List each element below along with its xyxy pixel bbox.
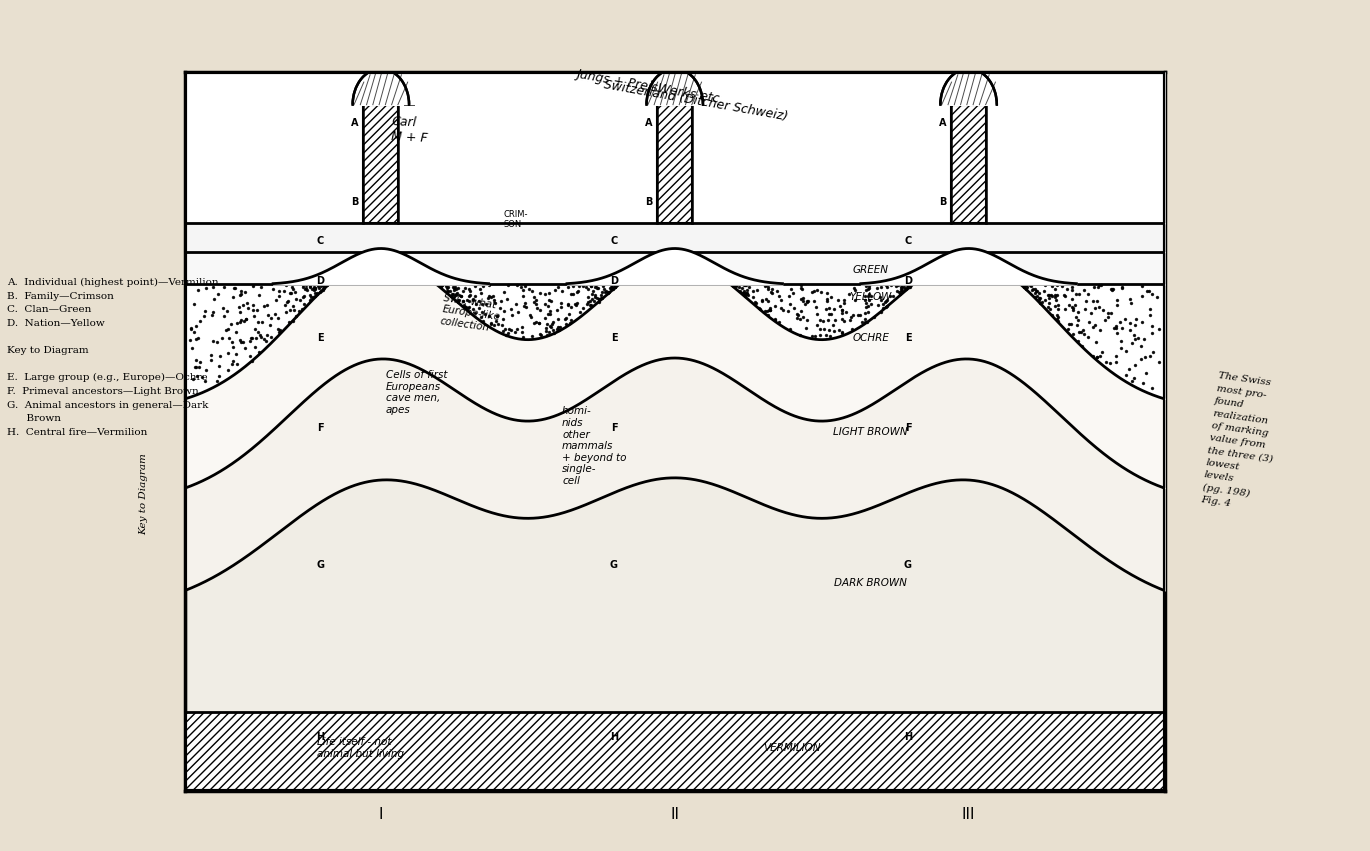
Text: OCHRE: OCHRE	[852, 334, 889, 344]
Text: C: C	[904, 237, 912, 246]
Text: G: G	[904, 560, 912, 570]
Text: E: E	[611, 334, 618, 344]
Text: CRIM-
SON: CRIM- SON	[503, 210, 527, 230]
Text: C: C	[316, 237, 325, 246]
Text: H: H	[610, 733, 618, 743]
Text: G: G	[316, 560, 325, 570]
Text: II: II	[670, 808, 680, 822]
Text: D: D	[904, 276, 912, 286]
Text: Sw... what
Europe-like
collection: Sw... what Europe-like collection	[440, 293, 503, 334]
Polygon shape	[940, 69, 997, 105]
Bar	[185, 712, 1164, 791]
Text: I: I	[378, 808, 384, 822]
Text: F: F	[906, 423, 912, 433]
Text: Key to Diagram: Key to Diagram	[140, 453, 148, 534]
Text: H: H	[316, 733, 325, 743]
Text: VERMILION: VERMILION	[763, 743, 821, 753]
Polygon shape	[647, 69, 703, 105]
Text: A: A	[938, 117, 947, 128]
Bar	[363, 105, 399, 223]
Bar	[658, 105, 692, 223]
Text: B: B	[938, 197, 947, 207]
Text: E: E	[318, 334, 325, 344]
Text: LIGHT BROWN: LIGHT BROWN	[833, 427, 908, 437]
Text: Cells of first
Europeans
cave men,
apes: Cells of first Europeans cave men, apes	[386, 370, 447, 414]
Text: E: E	[906, 334, 912, 344]
Text: YELLOW: YELLOW	[849, 292, 892, 302]
Text: A.  Individual (highest point)—Vermilion
B.  Family—Crimson
C.  Clan—Green
D.  N: A. Individual (highest point)—Vermilion …	[7, 278, 218, 437]
Text: G: G	[610, 560, 618, 570]
Text: GREEN: GREEN	[852, 265, 889, 275]
Text: B: B	[645, 197, 652, 207]
Polygon shape	[352, 69, 410, 105]
Text: C: C	[611, 237, 618, 246]
Text: A: A	[351, 117, 359, 128]
Text: Switzerland (Ditcher Schweiz): Switzerland (Ditcher Schweiz)	[603, 78, 789, 123]
Text: The Swiss
most pro-
found
realization
of marking
value from
the three (3)
lowest: The Swiss most pro- found realization of…	[1200, 372, 1284, 513]
Text: H: H	[904, 733, 912, 743]
Text: DARK BROWN: DARK BROWN	[834, 578, 907, 588]
Text: III: III	[962, 808, 975, 822]
Text: Carl
M + F: Carl M + F	[390, 115, 429, 145]
Text: Life itself - not
animal but living: Life itself - not animal but living	[318, 738, 404, 759]
Text: B: B	[351, 197, 359, 207]
Text: A: A	[645, 117, 652, 128]
Text: Jungs + PreisWerks etc.: Jungs + PreisWerks etc.	[575, 68, 725, 106]
Text: D: D	[316, 276, 325, 286]
Text: D: D	[610, 276, 618, 286]
Text: F: F	[611, 423, 618, 433]
Bar	[951, 105, 986, 223]
Text: homi-
nids
other
mammals
+ beyond to
single-
cell: homi- nids other mammals + beyond to sin…	[562, 407, 626, 486]
Text: F: F	[318, 423, 325, 433]
